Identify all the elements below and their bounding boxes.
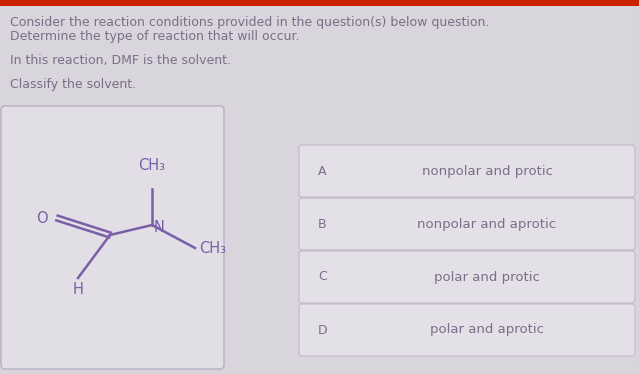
Text: D: D	[318, 324, 328, 337]
FancyBboxPatch shape	[1, 106, 224, 369]
FancyBboxPatch shape	[299, 198, 635, 250]
Text: nonpolar and protic: nonpolar and protic	[422, 165, 553, 178]
Bar	[0, 0, 639, 6]
Text: CH₃: CH₃	[199, 240, 226, 255]
Text: nonpolar and aprotic: nonpolar and aprotic	[417, 218, 557, 230]
Text: H: H	[73, 282, 84, 297]
Text: B: B	[318, 218, 327, 230]
Text: polar and protic: polar and protic	[434, 270, 540, 283]
Text: Consider the reaction conditions provided in the question(s) below question.: Consider the reaction conditions provide…	[10, 16, 489, 29]
Text: polar and aprotic: polar and aprotic	[430, 324, 544, 337]
Text: Determine the type of reaction that will occur.: Determine the type of reaction that will…	[10, 30, 300, 43]
Text: C: C	[318, 270, 327, 283]
FancyBboxPatch shape	[299, 304, 635, 356]
Text: Classify the solvent.: Classify the solvent.	[10, 78, 136, 91]
Text: CH₃: CH₃	[139, 158, 166, 173]
Text: A: A	[318, 165, 327, 178]
Text: N: N	[154, 220, 165, 234]
Text: O: O	[36, 211, 48, 226]
FancyBboxPatch shape	[299, 145, 635, 197]
Text: In this reaction, DMF is the solvent.: In this reaction, DMF is the solvent.	[10, 54, 231, 67]
FancyBboxPatch shape	[299, 251, 635, 303]
